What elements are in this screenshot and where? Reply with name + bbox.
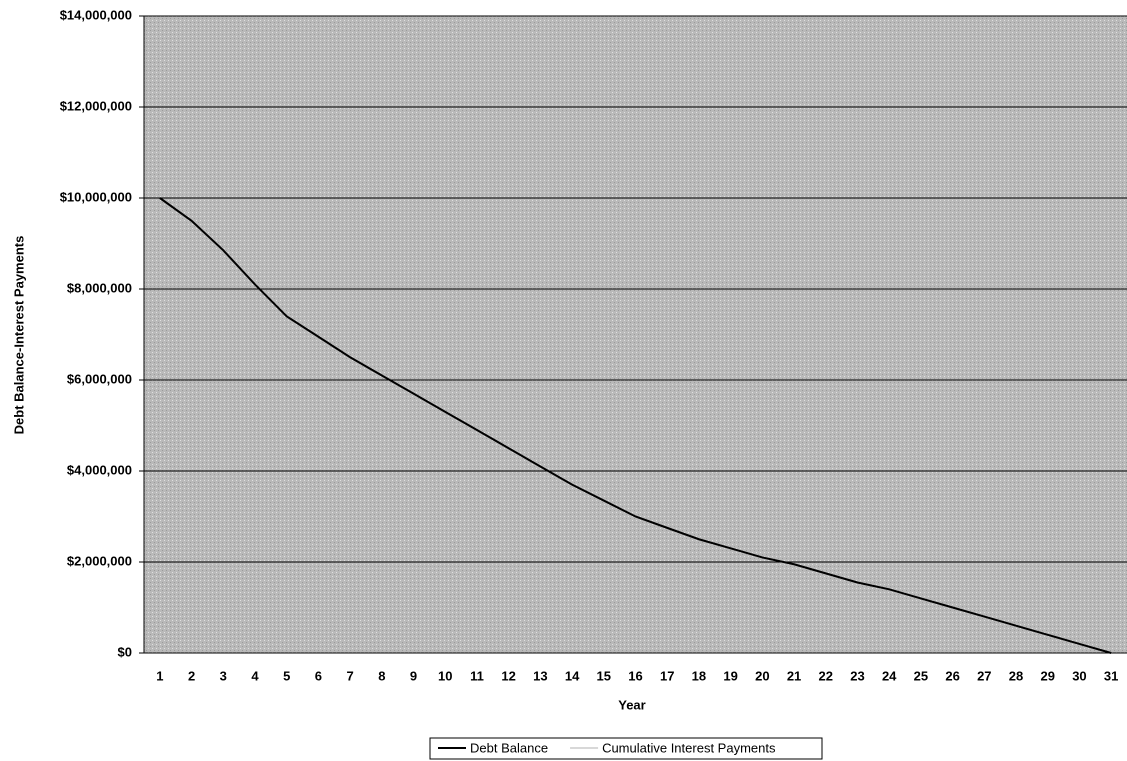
x-tick-label: 29 <box>1040 668 1054 683</box>
x-tick-label: 10 <box>438 668 452 683</box>
y-tick-label: $4,000,000 <box>67 462 132 477</box>
y-tick-label: $0 <box>118 644 132 659</box>
x-tick-label: 2 <box>188 668 195 683</box>
x-tick-label: 24 <box>882 668 897 683</box>
x-tick-label: 15 <box>597 668 611 683</box>
x-tick-label: 30 <box>1072 668 1086 683</box>
x-tick-label: 19 <box>723 668 737 683</box>
x-tick-label: 17 <box>660 668 674 683</box>
x-tick-label: 5 <box>283 668 290 683</box>
series-line <box>159 197 1112 654</box>
legend-label: Debt Balance <box>470 740 548 755</box>
x-tick-label: 9 <box>410 668 417 683</box>
x-tick-label: 16 <box>628 668 642 683</box>
x-tick-label: 14 <box>565 668 580 683</box>
x-tick-label: 8 <box>378 668 385 683</box>
x-tick-label: 23 <box>850 668 864 683</box>
y-tick-label: $8,000,000 <box>67 280 132 295</box>
x-tick-label: 6 <box>315 668 322 683</box>
x-tick-label: 21 <box>787 668 801 683</box>
x-tick-label: 25 <box>914 668 928 683</box>
legend <box>429 737 823 760</box>
x-tick-label: 3 <box>220 668 227 683</box>
x-tick-label: 13 <box>533 668 547 683</box>
x-tick-label: 26 <box>945 668 959 683</box>
x-tick-label: 27 <box>977 668 991 683</box>
legend-label: Cumulative Interest Payments <box>602 740 776 755</box>
y-tick-label: $2,000,000 <box>67 553 132 568</box>
x-tick-label: 22 <box>819 668 833 683</box>
x-tick-label: 20 <box>755 668 769 683</box>
y-axis-label: Debt Balance-Interest Payments <box>11 236 26 435</box>
x-tick-label: 7 <box>346 668 353 683</box>
x-tick-label: 4 <box>251 668 259 683</box>
x-tick-label: 12 <box>501 668 515 683</box>
x-tick-label: 28 <box>1009 668 1023 683</box>
y-tick-label: $10,000,000 <box>60 189 132 204</box>
x-tick-label: 18 <box>692 668 706 683</box>
x-axis-label: Year <box>618 697 645 712</box>
y-tick-label: $12,000,000 <box>60 98 132 113</box>
x-tick-label: 31 <box>1104 668 1118 683</box>
x-tick-label: 1 <box>156 668 163 683</box>
y-tick-label: $6,000,000 <box>67 371 132 386</box>
plot-area <box>144 16 1127 653</box>
x-tick-label: 11 <box>470 668 484 683</box>
y-tick-label: $14,000,000 <box>60 7 132 22</box>
